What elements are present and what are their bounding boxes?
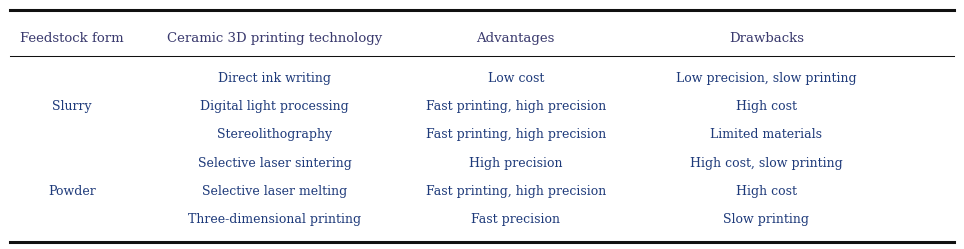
Text: Powder: Powder: [48, 185, 96, 198]
Text: Three-dimensional printing: Three-dimensional printing: [188, 213, 362, 226]
Text: Low precision, slow printing: Low precision, slow printing: [676, 72, 857, 85]
Text: Selective laser melting: Selective laser melting: [202, 185, 347, 198]
Text: Drawbacks: Drawbacks: [729, 32, 804, 45]
Text: High precision: High precision: [469, 157, 562, 170]
Text: High cost, slow printing: High cost, slow printing: [690, 157, 843, 170]
Text: High cost: High cost: [736, 185, 797, 198]
Text: Slow printing: Slow printing: [723, 213, 810, 226]
Text: Advantages: Advantages: [476, 32, 555, 45]
Text: Selective laser sintering: Selective laser sintering: [198, 157, 352, 170]
Text: Ceramic 3D printing technology: Ceramic 3D printing technology: [167, 32, 383, 45]
Text: Digital light processing: Digital light processing: [201, 100, 349, 113]
Text: Limited materials: Limited materials: [710, 128, 822, 141]
Text: Low cost: Low cost: [488, 72, 544, 85]
Text: Fast precision: Fast precision: [471, 213, 560, 226]
Text: Fast printing, high precision: Fast printing, high precision: [426, 100, 605, 113]
Text: Stereolithography: Stereolithography: [217, 128, 333, 141]
Text: Fast printing, high precision: Fast printing, high precision: [426, 128, 605, 141]
Text: Direct ink writing: Direct ink writing: [218, 72, 332, 85]
Text: Fast printing, high precision: Fast printing, high precision: [426, 185, 605, 198]
Text: High cost: High cost: [736, 100, 797, 113]
Text: Feedstock form: Feedstock form: [20, 32, 124, 45]
Text: Slurry: Slurry: [52, 100, 93, 113]
